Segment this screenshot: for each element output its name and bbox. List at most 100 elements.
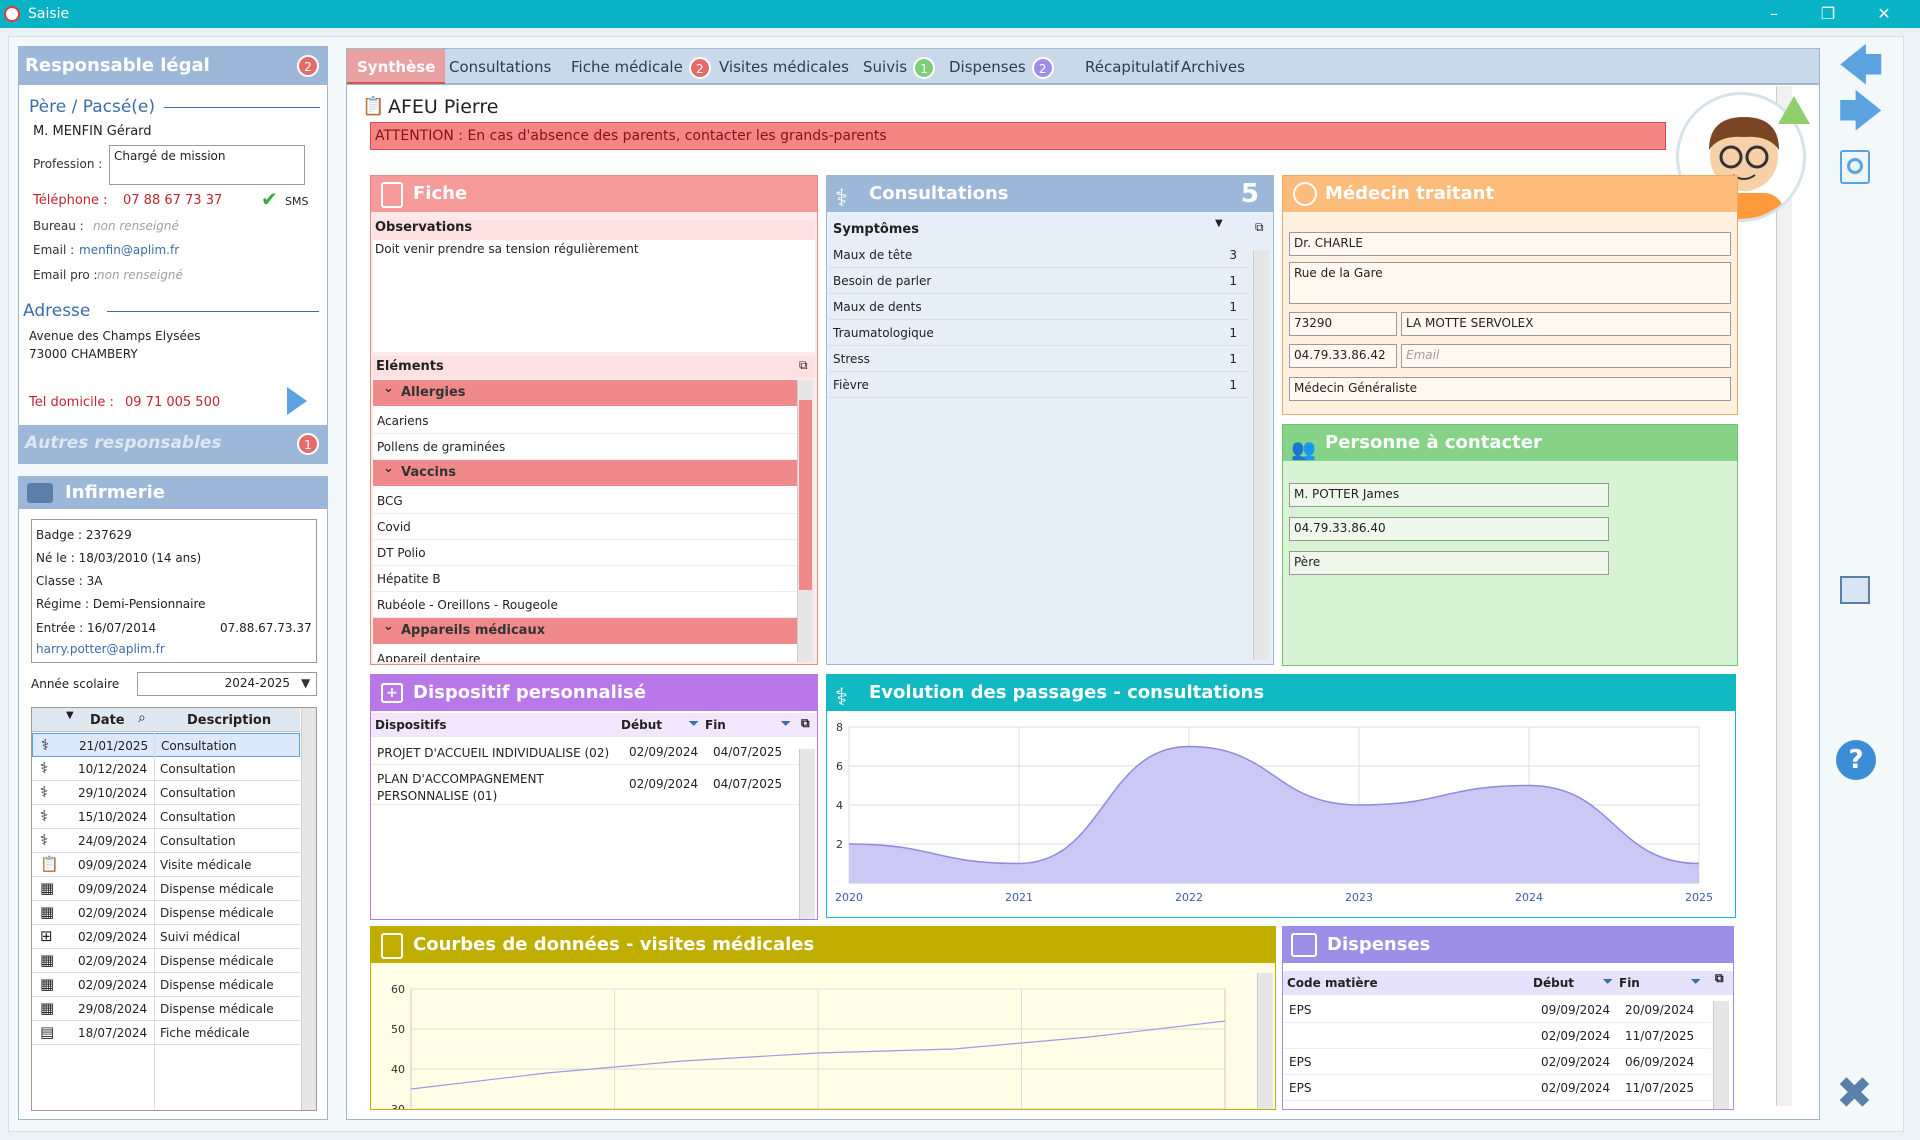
element-group-header[interactable]: Vaccins (373, 456, 797, 486)
history-row[interactable]: ⊞ 02/09/2024 Suivi médical (32, 925, 300, 949)
element-item[interactable]: Hépatite B (373, 566, 797, 592)
history-row[interactable]: ⚕ 24/09/2024 Consultation (32, 829, 300, 853)
tab-4[interactable]: Visites médicales (709, 49, 859, 85)
history-row[interactable]: ⚕ 10/12/2024 Consultation (32, 757, 300, 781)
tab-8[interactable]: Archives (1171, 49, 1255, 85)
symptom-row[interactable]: Stress 1 (829, 346, 1249, 372)
courbes-scrollbar[interactable] (1257, 973, 1273, 1109)
symptom-row[interactable]: Maux de dents 1 (829, 294, 1249, 320)
profession-field[interactable]: Chargé de mission (109, 145, 305, 185)
restore-button[interactable]: ❐ (1820, 4, 1836, 23)
doctor-city-field[interactable]: LA MOTTE SERVOLEX (1401, 312, 1731, 336)
sms-label[interactable]: SMS (285, 195, 309, 208)
element-item[interactable]: Appareil dentaire (373, 646, 797, 662)
element-group-header[interactable]: Appareils médicaux (373, 614, 797, 644)
tab-1[interactable]: Synthèse (347, 49, 446, 85)
help-icon[interactable]: ? (1836, 740, 1876, 780)
dispositif-start-header[interactable]: Début (621, 718, 662, 732)
contact-name-field[interactable]: M. POTTER James (1289, 483, 1609, 507)
dispense-row[interactable]: EPS 02/09/2024 06/09/2024 (1283, 1049, 1711, 1075)
tab-6[interactable]: Dispenses 2 (939, 49, 1064, 85)
dispositif-name-header[interactable]: Dispositifs (375, 718, 447, 732)
dispenses-start-header[interactable]: Début (1533, 976, 1574, 990)
search-document-icon[interactable] (1840, 150, 1870, 184)
contact-relation-field[interactable]: Père (1289, 551, 1609, 575)
history-row[interactable]: ⚕ 29/10/2024 Consultation (32, 781, 300, 805)
doctor-street-field[interactable]: Rue de la Gare (1289, 262, 1731, 304)
home-phone-value[interactable]: 09 71 005 500 (125, 395, 221, 410)
dispenses-end-header[interactable]: Fin (1619, 976, 1640, 990)
doctor-specialty-field[interactable]: Médecin Généraliste (1289, 377, 1731, 401)
next-responsable-icon[interactable] (287, 387, 307, 415)
history-scrollbar[interactable] (301, 708, 316, 1110)
element-item[interactable]: Covid (373, 514, 797, 540)
sort-icon[interactable]: ▼ (66, 710, 74, 721)
doctor-name-field[interactable]: Dr. CHARLE (1289, 232, 1731, 256)
dispense-row[interactable]: 02/09/2024 11/07/2025 (1283, 1023, 1711, 1049)
element-item[interactable]: DT Polio (373, 540, 797, 566)
email-link[interactable]: menfin@aplim.fr (79, 243, 180, 257)
alert-warning-icon[interactable] (1778, 96, 1810, 124)
dispositif-row[interactable]: PROJET D'ACCUEIL INDIVIDUALISE (02) 02/09… (371, 739, 799, 765)
symptom-row[interactable]: Fièvre 1 (829, 372, 1249, 398)
history-row[interactable]: ▦ 02/09/2024 Dispense médicale (32, 973, 300, 997)
symptom-row[interactable]: Traumatologique 1 (829, 320, 1249, 346)
element-item[interactable]: Pollens de graminées (373, 434, 797, 460)
minimize-button[interactable]: – (1770, 4, 1778, 23)
tab-2[interactable]: Consultations (439, 49, 561, 85)
filter-start-icon[interactable]: ⏷ (689, 716, 699, 730)
phone-value[interactable]: 07 88 67 73 37 (123, 193, 223, 208)
history-row[interactable]: 📋 09/09/2024 Visite médicale (32, 853, 300, 877)
elements-scroll-thumb[interactable] (799, 400, 812, 590)
elements-expand-icon[interactable]: ⧉ (799, 358, 808, 372)
history-row[interactable]: ▦ 29/08/2024 Dispense médicale (32, 997, 300, 1021)
observations-text[interactable]: Doit venir prendre sa tension régulièrem… (373, 240, 815, 352)
element-item[interactable]: Rubéole - Oreillons - Rougeole (373, 592, 797, 618)
student-email-link[interactable]: harry.potter@aplim.fr (36, 642, 165, 656)
symptom-row[interactable]: Maux de tête 3 (829, 242, 1249, 268)
symptoms-expand-icon[interactable]: ⧉ (1255, 220, 1264, 234)
history-row[interactable]: ▦ 02/09/2024 Dispense médicale (32, 901, 300, 925)
element-group-header[interactable]: Allergies (373, 380, 797, 406)
search-icon[interactable]: ⌕ (138, 710, 146, 726)
symptoms-sort-icon[interactable]: ▼ (1215, 218, 1223, 229)
close-window-button[interactable]: ✕ (1877, 4, 1891, 23)
history-desc-header[interactable]: Description (187, 713, 272, 728)
history-row[interactable]: ▤ 18/07/2024 Fiche médicale (32, 1021, 300, 1045)
tab-3[interactable]: Fiche médicale 2 (561, 49, 721, 85)
dispositif-row[interactable]: PLAN D'ACCOMPAGNEMENT PERSONNALISE (01) 0… (371, 765, 799, 805)
dispenses-filter-start-icon[interactable]: ⏷ (1603, 974, 1613, 988)
tab-7[interactable]: Récapitulatif (1075, 49, 1189, 85)
dispenses-scrollbar[interactable] (1713, 1001, 1729, 1109)
dispenses-expand-icon[interactable]: ⧉ (1715, 971, 1724, 985)
doctor-email-field[interactable]: Email (1401, 344, 1731, 368)
dispense-row[interactable]: EPS 02/09/2024 11/07/2025 (1283, 1075, 1711, 1101)
element-item[interactable]: BCG (373, 488, 797, 514)
contact-phone-field[interactable]: 04.79.33.86.40 (1289, 517, 1609, 541)
year-dropdown-icon[interactable]: ▼ (301, 676, 311, 690)
dispense-row[interactable]: EPS 09/09/2024 20/09/2024 (1283, 997, 1711, 1023)
next-arrow-icon[interactable]: 🡆 (1838, 86, 1884, 137)
close-form-icon[interactable]: ✖ (1836, 1068, 1873, 1119)
history-row[interactable]: ⚕ 15/10/2024 Consultation (32, 805, 300, 829)
doctor-phone-field[interactable]: 04.79.33.86.42 (1289, 344, 1397, 368)
year-select[interactable]: 2024-2025 (137, 672, 317, 696)
dispositif-end-header[interactable]: Fin (705, 718, 726, 732)
dispositif-expand-icon[interactable]: ⧉ (801, 716, 810, 730)
dispenses-code-header[interactable]: Code matière (1287, 976, 1378, 990)
dispositif-scrollbar[interactable] (799, 749, 815, 919)
previous-arrow-icon[interactable]: 🡄 (1838, 40, 1884, 91)
tab-5[interactable]: Suivis 1 (853, 49, 945, 85)
calendar-grid-icon[interactable] (1840, 576, 1870, 604)
history-date-header[interactable]: Date (90, 713, 125, 728)
elements-scrollbar[interactable] (797, 380, 813, 662)
dispenses-filter-end-icon[interactable]: ⏷ (1691, 974, 1701, 988)
symptom-row[interactable]: Besoin de parler 1 (829, 268, 1249, 294)
symptoms-scrollbar[interactable] (1253, 250, 1269, 660)
history-row[interactable]: ⚕ 21/01/2025 Consultation (32, 733, 300, 757)
element-item[interactable]: Acariens (373, 408, 797, 434)
others-header[interactable]: Autres responsables 1 (19, 425, 327, 463)
doctor-zip-field[interactable]: 73290 (1289, 312, 1397, 336)
history-row[interactable]: ▦ 09/09/2024 Dispense médicale (32, 877, 300, 901)
history-row[interactable]: ▦ 02/09/2024 Dispense médicale (32, 949, 300, 973)
